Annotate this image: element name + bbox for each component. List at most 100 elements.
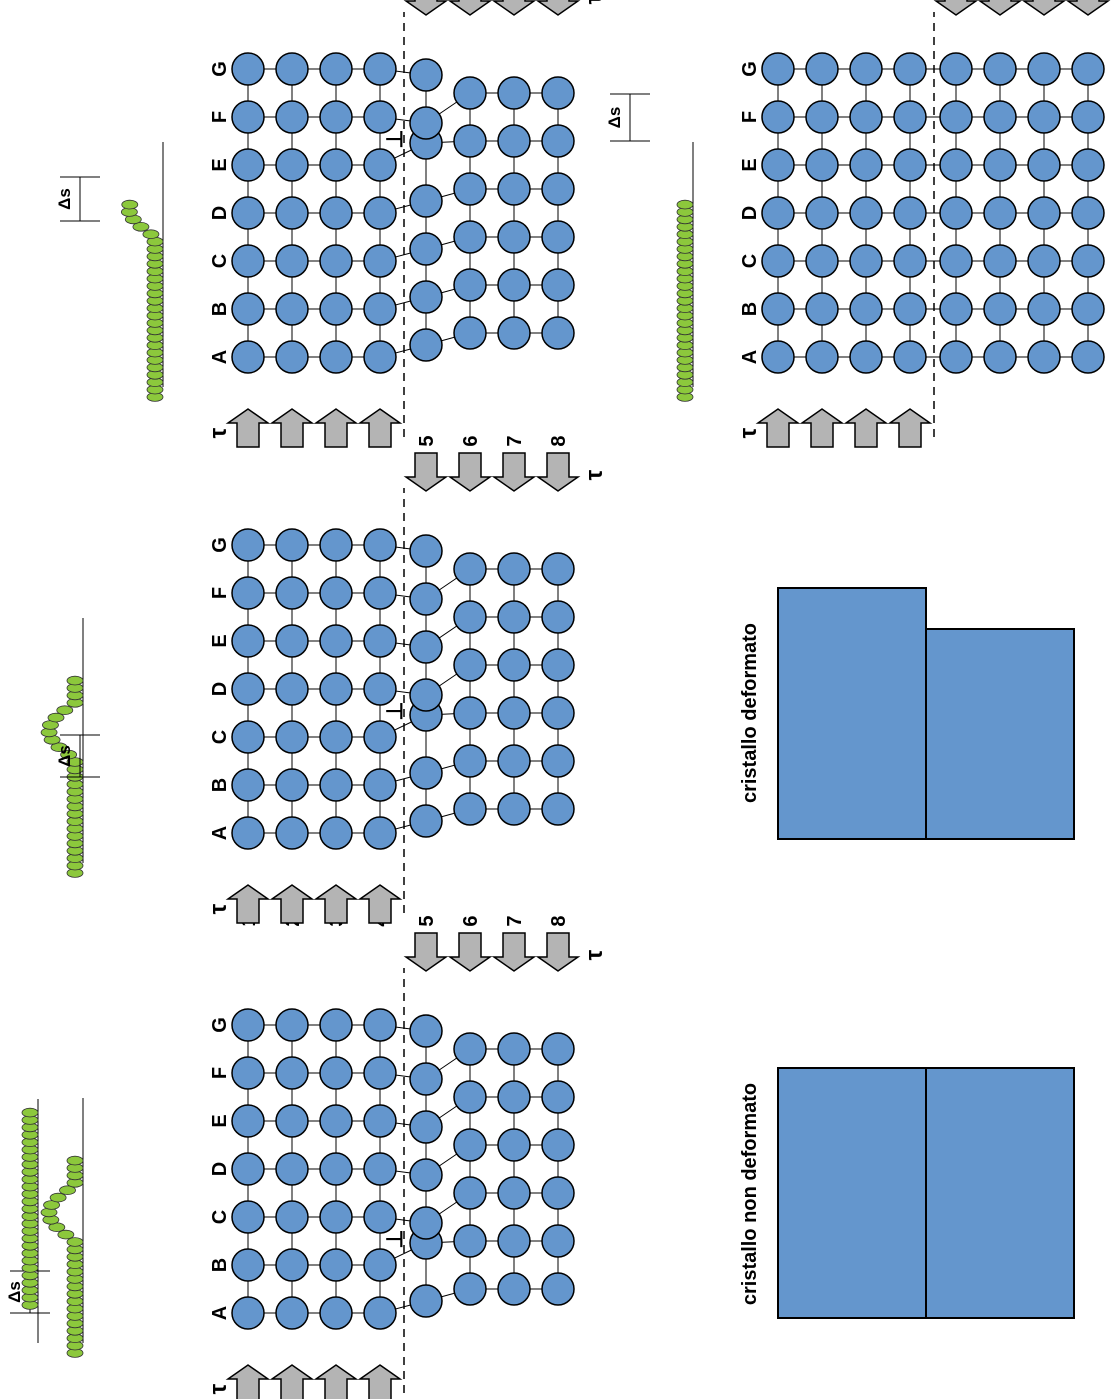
atom bbox=[319, 768, 353, 802]
stress-arrow-lower bbox=[977, 0, 1023, 16]
atom bbox=[275, 1296, 309, 1330]
atom bbox=[275, 244, 309, 278]
atom bbox=[363, 1296, 397, 1330]
atom bbox=[319, 244, 353, 278]
column-label-A: A bbox=[209, 826, 231, 840]
atom bbox=[231, 1008, 265, 1042]
atom bbox=[541, 1176, 575, 1210]
slip-step-label: Δs bbox=[5, 1281, 24, 1303]
atom bbox=[319, 52, 353, 86]
atom bbox=[453, 552, 487, 586]
atom bbox=[319, 1056, 353, 1090]
atom bbox=[497, 76, 531, 110]
atom bbox=[275, 1104, 309, 1138]
slip-step-label: Δs bbox=[55, 188, 74, 210]
stress-arrow-upper bbox=[225, 1364, 271, 1399]
atom bbox=[983, 340, 1017, 374]
atom bbox=[497, 1272, 531, 1306]
row-label-7: 7 bbox=[504, 435, 526, 446]
atom bbox=[1071, 100, 1105, 134]
column-label-D: D bbox=[209, 682, 231, 696]
atom bbox=[497, 600, 531, 634]
stress-arrow-lower bbox=[535, 452, 581, 492]
atom bbox=[275, 528, 309, 562]
atom bbox=[319, 196, 353, 230]
atom bbox=[541, 76, 575, 110]
atom bbox=[231, 576, 265, 610]
caterpillar-segment bbox=[66, 675, 84, 686]
slip-step-label: Δs bbox=[55, 745, 74, 767]
atom bbox=[409, 1206, 443, 1240]
atom bbox=[983, 244, 1017, 278]
atom bbox=[805, 100, 839, 134]
atom bbox=[497, 1128, 531, 1162]
atom bbox=[497, 1224, 531, 1258]
atom bbox=[453, 744, 487, 778]
atom bbox=[453, 1080, 487, 1114]
atom bbox=[849, 52, 883, 86]
atom bbox=[363, 1248, 397, 1282]
stress-arrow-upper bbox=[887, 408, 933, 448]
column-label-G: G bbox=[209, 1017, 231, 1033]
atom bbox=[275, 1248, 309, 1282]
stress-arrow-lower bbox=[491, 932, 537, 972]
atom bbox=[275, 672, 309, 706]
atom bbox=[939, 244, 973, 278]
atom bbox=[761, 52, 795, 86]
atom bbox=[409, 1110, 443, 1144]
atom bbox=[893, 148, 927, 182]
column-label-C: C bbox=[739, 254, 761, 268]
atom bbox=[805, 52, 839, 86]
atom bbox=[893, 292, 927, 326]
atom bbox=[761, 100, 795, 134]
caterpillar bbox=[40, 1098, 84, 1358]
caterpillar-segment bbox=[60, 749, 78, 760]
stress-arrow-upper bbox=[269, 408, 315, 448]
caterpillar-segment bbox=[49, 1192, 67, 1203]
stress-arrow-upper bbox=[269, 1364, 315, 1399]
atom bbox=[275, 148, 309, 182]
atom bbox=[939, 52, 973, 86]
atom bbox=[275, 196, 309, 230]
atom bbox=[275, 52, 309, 86]
stress-arrow-lower bbox=[1021, 0, 1067, 16]
undeformed-upper-block bbox=[777, 1067, 927, 1319]
atom bbox=[1027, 196, 1061, 230]
atom bbox=[231, 52, 265, 86]
atom bbox=[453, 172, 487, 206]
caterpillar-segment bbox=[50, 742, 68, 753]
atom bbox=[849, 292, 883, 326]
atom bbox=[319, 1152, 353, 1186]
atom bbox=[453, 76, 487, 110]
atom bbox=[497, 316, 531, 350]
atom bbox=[409, 184, 443, 218]
stress-arrow-upper bbox=[313, 408, 359, 448]
atom bbox=[275, 624, 309, 658]
atom bbox=[231, 148, 265, 182]
atom bbox=[497, 1176, 531, 1210]
atom bbox=[541, 1128, 575, 1162]
atom bbox=[1027, 244, 1061, 278]
atom bbox=[363, 816, 397, 850]
atom bbox=[363, 196, 397, 230]
atom bbox=[805, 340, 839, 374]
atom bbox=[1027, 292, 1061, 326]
caterpillar-initial-flat bbox=[21, 1099, 39, 1343]
atom bbox=[363, 292, 397, 326]
stress-label-upper: τ bbox=[205, 427, 232, 438]
atom bbox=[1071, 148, 1105, 182]
stress-arrow-upper bbox=[313, 884, 359, 924]
slip-step: Δs bbox=[605, 93, 650, 142]
atom bbox=[497, 1080, 531, 1114]
atom bbox=[497, 124, 531, 158]
atom bbox=[849, 148, 883, 182]
stress-arrow-upper bbox=[269, 884, 315, 924]
stress-arrow-lower bbox=[447, 452, 493, 492]
atom bbox=[231, 196, 265, 230]
atom bbox=[319, 720, 353, 754]
atom bbox=[231, 100, 265, 134]
column-label-F: F bbox=[739, 111, 761, 123]
caterpillar-segment bbox=[121, 199, 139, 210]
atom bbox=[939, 100, 973, 134]
atom bbox=[805, 244, 839, 278]
